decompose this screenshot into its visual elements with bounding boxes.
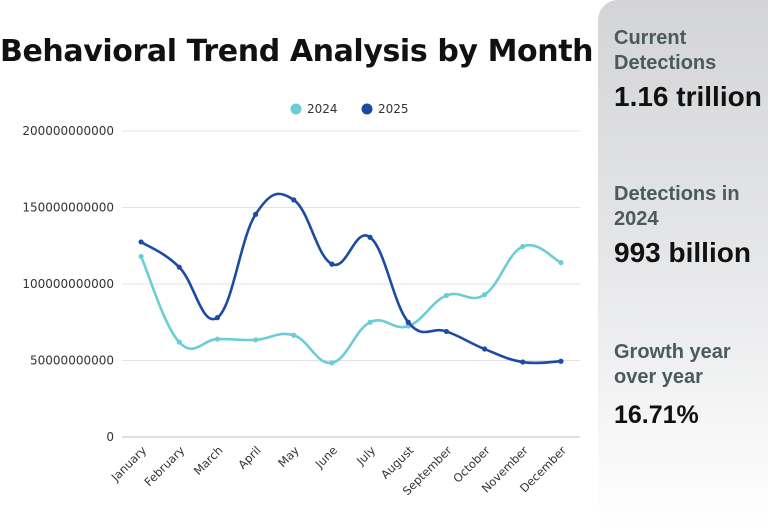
data-point-2024[interactable] xyxy=(214,336,221,342)
y-tick-label: 200000000000 xyxy=(22,124,114,138)
data-point-2025[interactable] xyxy=(291,197,297,203)
data-point-2024[interactable] xyxy=(138,253,144,260)
data-point-2025[interactable] xyxy=(443,328,450,335)
stat-current-detections: Current Detections 1.16 trillion xyxy=(614,26,764,114)
line-chart: 0 50000000000 100000000000 150000000000 2000… xyxy=(22,102,580,498)
y-tick-label: 50000000000 xyxy=(30,354,114,368)
stats-panel: Current Detections 1.16 trillion Detecti… xyxy=(598,0,768,529)
stat-value: 993 billion xyxy=(614,237,751,268)
legend: 2024 2025 xyxy=(290,102,409,116)
data-point-2024[interactable] xyxy=(176,339,182,345)
stat-label: Detections in 2024 xyxy=(614,183,740,230)
chart-title: Behavioral Trend Analysis by Month xyxy=(0,34,594,69)
legend-label: 2025 xyxy=(378,102,409,116)
gridlines xyxy=(122,130,580,438)
legend-swatch xyxy=(290,103,302,115)
data-point-2024[interactable] xyxy=(252,337,259,343)
x-tick-label: March xyxy=(191,443,226,478)
data-point-2025[interactable] xyxy=(214,315,221,321)
data-point-2024[interactable] xyxy=(329,360,335,366)
legend-label: 2024 xyxy=(307,102,338,116)
data-point-2024[interactable] xyxy=(520,243,526,250)
x-tick-label: July xyxy=(353,443,378,468)
data-point-2024[interactable] xyxy=(443,292,450,299)
stat-value: 1.16 trillion xyxy=(614,81,762,112)
data-point-2025[interactable] xyxy=(481,346,488,352)
data-point-2025[interactable] xyxy=(176,264,182,270)
data-point-2024[interactable] xyxy=(291,332,297,338)
x-tick-label: May xyxy=(275,443,302,470)
data-point-2025[interactable] xyxy=(367,234,373,240)
y-tick-label: 100000000000 xyxy=(22,277,114,291)
data-point-2025[interactable] xyxy=(138,239,144,245)
y-axis-ticks: 0 50000000000 100000000000 150000000000 2000… xyxy=(22,124,114,444)
stat-detections-2024: Detections in 2024 993 billion xyxy=(614,182,764,270)
data-point-2024[interactable] xyxy=(481,292,488,298)
x-tick-label: June xyxy=(312,443,340,471)
data-point-2025[interactable] xyxy=(329,261,335,267)
data-point-2025[interactable] xyxy=(558,358,564,364)
series-lines xyxy=(138,192,564,366)
data-point-2024[interactable] xyxy=(558,259,564,266)
data-point-2025[interactable] xyxy=(405,319,411,325)
legend-swatch xyxy=(361,103,373,115)
data-point-2025[interactable] xyxy=(252,211,259,217)
stat-label: Growth year over year xyxy=(614,341,731,388)
stat-growth-yoy: Growth year over year 16.71% xyxy=(614,340,764,432)
y-tick-label: 0 xyxy=(106,430,114,444)
data-point-2024[interactable] xyxy=(367,319,373,325)
data-point-2025[interactable] xyxy=(520,359,526,365)
y-tick-label: 150000000000 xyxy=(22,201,114,215)
x-tick-label: February xyxy=(141,443,187,489)
x-tick-label: April xyxy=(235,443,263,471)
stat-label: Current Detections xyxy=(614,27,717,74)
stat-value: 16.71% xyxy=(614,401,699,429)
series-line-2024 xyxy=(139,243,562,365)
